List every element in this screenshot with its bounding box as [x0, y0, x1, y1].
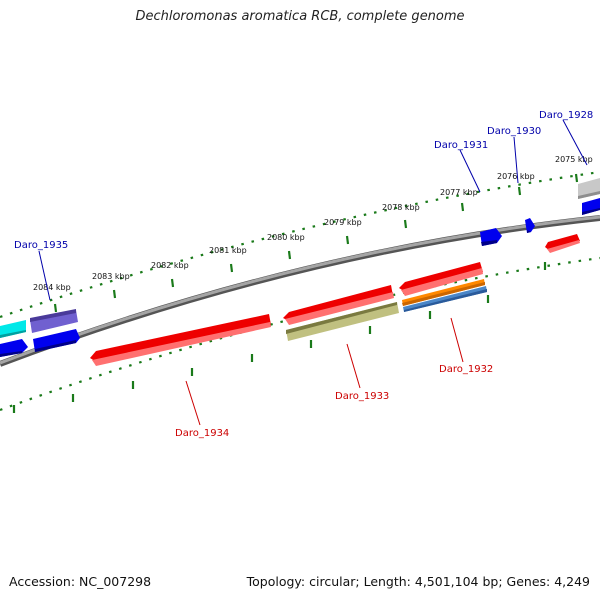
- gene-red-right[interactable]: [545, 234, 580, 253]
- tick-labels: 2075 kbp 2076 kbp 2077 kbp 2078 kbp 2079…: [33, 155, 593, 292]
- tick-label: 2077 kbp: [440, 188, 478, 197]
- tick-label: 2078 kbp: [382, 203, 420, 212]
- gene-cyan-left[interactable]: [0, 320, 26, 338]
- gene-blue-forward-right[interactable]: [582, 198, 600, 215]
- label-daro-1931: Daro_1931: [434, 140, 488, 151]
- gene-daro-1930[interactable]: [525, 218, 535, 233]
- tick-label: 2075 kbp: [555, 155, 593, 164]
- gene-labels: Daro_1928 Daro_1930 Daro_1931 Daro_1935 …: [14, 110, 593, 439]
- gene-daro-1931[interactable]: [480, 228, 502, 246]
- accession-label: Accession: NC_007298: [9, 574, 152, 589]
- gene-blue-forward-left[interactable]: [33, 329, 80, 352]
- genome-summary: Topology: circular; Length: 4,501,104 bp…: [246, 574, 590, 589]
- map-title: Dechloromonas aromatica RCB, complete ge…: [135, 9, 465, 24]
- label-daro-1935: Daro_1935: [14, 240, 68, 251]
- gene-daro-1935[interactable]: [30, 309, 78, 333]
- gene-blue-left-edge[interactable]: [0, 339, 28, 357]
- gene-daro-1928[interactable]: [578, 178, 600, 199]
- tick-label: 2076 kbp: [497, 172, 535, 181]
- lower-major-ticks: [12, 262, 547, 413]
- upper-tick-track: [0, 170, 600, 319]
- label-daro-1932: Daro_1932: [439, 364, 493, 375]
- tick-label: 2080 kbp: [267, 233, 305, 242]
- tick-label: 2082 kbp: [151, 261, 189, 270]
- tick-label: 2084 kbp: [33, 283, 71, 292]
- label-daro-1933: Daro_1933: [335, 391, 389, 402]
- gene-daro-1933-red[interactable]: [283, 285, 394, 325]
- tick-label: 2083 kbp: [92, 272, 130, 281]
- gene-daro-1932-red[interactable]: [399, 262, 483, 296]
- tick-label: 2081 kbp: [209, 246, 247, 255]
- tick-label: 2079 kbp: [324, 218, 362, 227]
- label-daro-1934: Daro_1934: [175, 428, 229, 439]
- upper-major-ticks: [53, 173, 579, 313]
- label-daro-1928: Daro_1928: [539, 110, 593, 121]
- gene-daro-1934[interactable]: [90, 314, 271, 366]
- gene-daro-1933-olive[interactable]: [286, 302, 399, 341]
- label-daro-1930: Daro_1930: [487, 126, 541, 137]
- label-connectors: [38, 119, 588, 426]
- gene-daro-1932-orange[interactable]: [402, 279, 485, 306]
- gene-daro-1932-blue[interactable]: [403, 286, 487, 312]
